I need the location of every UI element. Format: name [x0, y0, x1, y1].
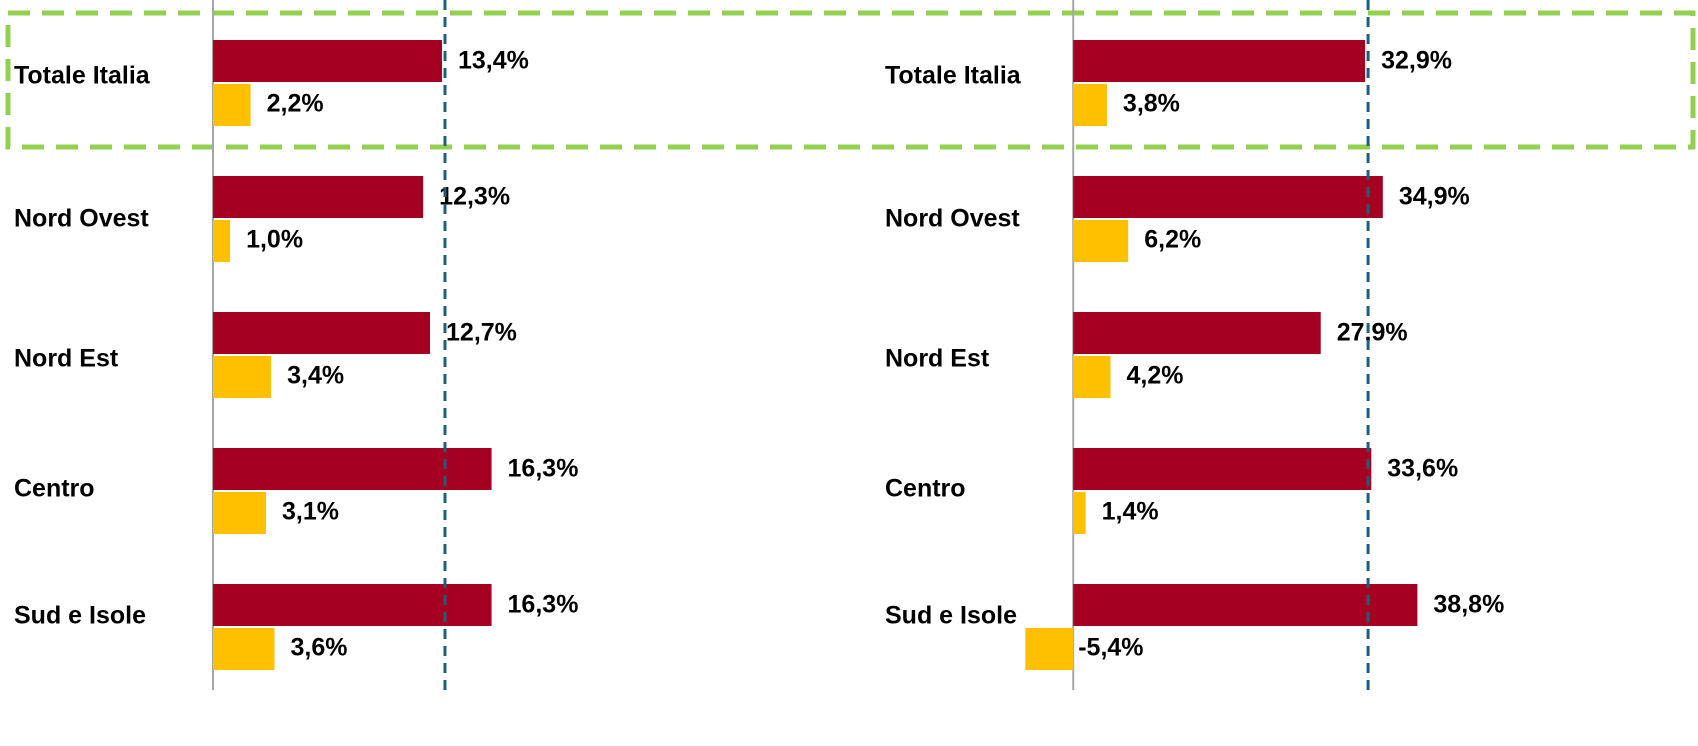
value-label: 12,3% — [439, 183, 510, 211]
category-label: Nord Ovest — [14, 205, 149, 233]
value-label: 34,9% — [1399, 183, 1470, 211]
value-label: 13,4% — [458, 47, 529, 75]
bar — [1073, 312, 1321, 354]
bar — [1073, 220, 1129, 262]
bar — [1073, 356, 1111, 398]
bar — [213, 356, 272, 398]
bar — [213, 84, 251, 126]
value-label: 33,6% — [1387, 455, 1458, 483]
bar — [213, 448, 492, 490]
value-label: 38,8% — [1433, 591, 1504, 619]
value-label: 3,4% — [287, 362, 344, 390]
category-label: Totale Italia — [14, 62, 151, 90]
bar — [1073, 84, 1107, 126]
bar — [213, 220, 231, 262]
bar — [1073, 40, 1366, 82]
category-label: Nord Est — [885, 345, 990, 373]
category-label: Sud e Isole — [14, 602, 146, 630]
value-label: 4,2% — [1126, 362, 1183, 390]
highlight-box — [5, 10, 1696, 150]
bar — [213, 492, 266, 534]
value-label: 16,3% — [508, 591, 579, 619]
bar — [1073, 492, 1086, 534]
category-label: Totale Italia — [885, 62, 1022, 90]
bar — [1073, 584, 1418, 626]
value-label: 1,0% — [246, 226, 303, 254]
bar — [213, 312, 431, 354]
bar — [213, 584, 492, 626]
category-label: Nord Est — [14, 345, 119, 373]
value-label: 1,4% — [1102, 498, 1159, 526]
category-label: Sud e Isole — [885, 602, 1017, 630]
value-label: 32,9% — [1381, 47, 1452, 75]
category-label: Centro — [14, 475, 95, 503]
value-label: 6,2% — [1144, 226, 1201, 254]
bar — [213, 628, 275, 670]
value-label: 16,3% — [508, 455, 579, 483]
value-label: 12,7% — [446, 319, 517, 347]
value-label: -5,4% — [1078, 634, 1143, 662]
bar — [1073, 448, 1372, 490]
value-label: 2,2% — [267, 90, 324, 118]
value-label: 3,1% — [282, 498, 339, 526]
bar — [213, 176, 424, 218]
bar — [213, 40, 442, 82]
value-label: 3,8% — [1123, 90, 1180, 118]
bar — [1025, 628, 1074, 670]
value-label: 27,9% — [1337, 319, 1408, 347]
category-label: Centro — [885, 475, 966, 503]
bar — [1073, 176, 1383, 218]
category-label: Nord Ovest — [885, 205, 1020, 233]
value-label: 3,6% — [291, 634, 348, 662]
